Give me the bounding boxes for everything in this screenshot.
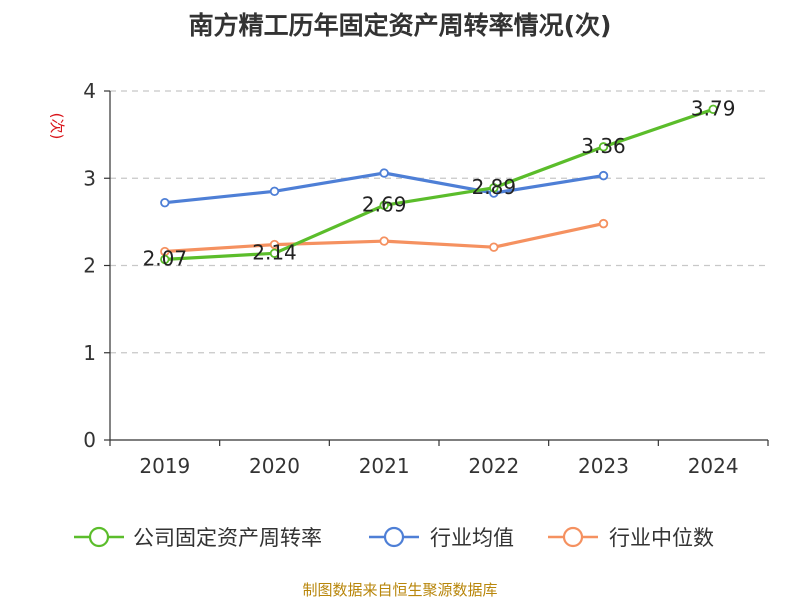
series-line-0 [164, 107, 714, 261]
data-label-2021: 2.69 [362, 192, 407, 216]
legend-marker-2 [562, 526, 584, 548]
series-0-point-2020 [269, 248, 280, 258]
series-0-point-2024 [708, 104, 718, 115]
series-layer [160, 104, 718, 265]
x-tick-label-2024: 2024 [688, 454, 739, 478]
series-0-point-2021 [379, 200, 389, 210]
legend: 公司固定资产周转率 行业均值 行业中位数 [74, 526, 714, 550]
x-tick-label-2020: 2020 [249, 454, 300, 478]
series-1-point-2020 [269, 186, 280, 197]
series-2-point-2022 [489, 242, 499, 252]
data-label-2019: 2.07 [143, 246, 188, 270]
y-tick-label-2: 2 [83, 254, 96, 278]
y-tick-label-3: 3 [83, 166, 96, 190]
y-tick-label-0: 0 [83, 428, 96, 452]
legend-label-2: 行业中位数 [609, 526, 714, 550]
axes: 0 1 2 3 4 2019 2020 2021 2022 2023 2024 [83, 79, 769, 478]
x-tick-label-2019: 2019 [139, 454, 190, 478]
source-note: 制图数据来自恒生聚源数据库 [302, 581, 497, 599]
y-axis-label: (次) [48, 113, 66, 140]
y-tick-label-4: 4 [83, 79, 96, 103]
data-label-2024: 3.79 [691, 96, 736, 120]
x-tick-label-2022: 2022 [468, 454, 519, 478]
series-1-point-2019 [160, 197, 170, 208]
data-label-2022: 2.89 [472, 175, 517, 199]
series-1-point-2021 [379, 168, 389, 178]
series-2-point-2023 [598, 218, 609, 229]
series-1-point-2023 [598, 170, 609, 181]
x-tick-label-2023: 2023 [578, 454, 629, 478]
series-2-point-2021 [379, 236, 389, 246]
data-label-2020: 2.14 [252, 240, 297, 264]
chart-title: 南方精工历年固定资产周转率情况(次) [189, 11, 612, 40]
y-tick-label-1: 1 [83, 341, 96, 365]
series-2-point-2020 [269, 239, 280, 250]
legend-marker-0 [88, 526, 110, 548]
data-labels: 2.07 2.14 2.69 2.89 3.36 3.79 [143, 96, 736, 270]
series-0-point-2019 [160, 254, 170, 265]
legend-label-0: 公司固定资产周转率 [133, 526, 322, 550]
series-0-point-2022 [489, 183, 499, 193]
series-0-point-2023 [598, 142, 609, 152]
data-label-2023: 3.36 [581, 134, 626, 158]
legend-marker-1 [383, 526, 405, 548]
x-tick-label-2021: 2021 [359, 454, 410, 478]
legend-label-1: 行业均值 [430, 526, 514, 550]
gridlines [110, 90, 768, 354]
